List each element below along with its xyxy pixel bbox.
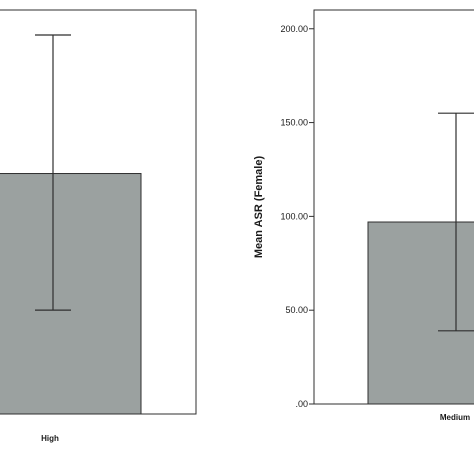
category-label-high: High — [41, 434, 59, 443]
right-y-axis-ticks: .00 50.00 100.00 150.00 200.00 — [280, 24, 314, 409]
bar-high — [0, 173, 142, 415]
y-tick-label: 150.00 — [280, 118, 308, 128]
left-chart-panel: High — [0, 9, 197, 443]
y-tick-label: 200.00 — [280, 24, 308, 34]
right-chart-panel: .00 50.00 100.00 150.00 200.00 Medium Mean A… — [253, 9, 474, 422]
y-tick-label: 100.00 — [280, 211, 308, 221]
bar-medium — [367, 221, 474, 405]
left-chart-marks — [0, 34, 142, 415]
y-tick-label: .00 — [295, 399, 308, 409]
y-tick-label: 50.00 — [285, 305, 308, 315]
y-axis-title: Mean ASR (Female) — [253, 156, 265, 259]
right-chart-marks — [367, 112, 474, 405]
category-label-medium: Medium — [440, 413, 470, 422]
